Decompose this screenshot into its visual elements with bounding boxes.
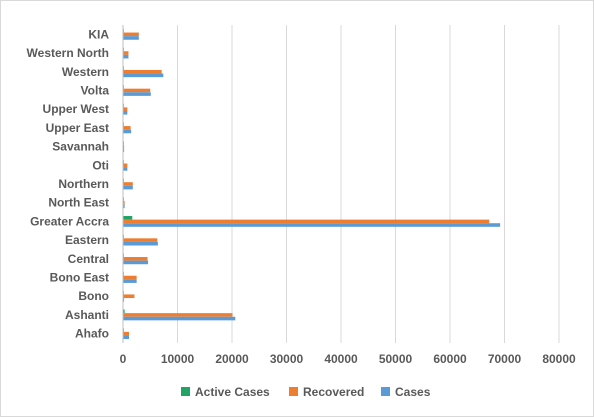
category-label: Bono	[78, 289, 109, 303]
bar-recovered	[123, 313, 233, 317]
category-label: Eastern	[65, 233, 109, 247]
category-label: Upper West	[43, 102, 109, 116]
category-label: Central	[68, 252, 109, 266]
x-tick-label: 80000	[542, 352, 576, 366]
bar-cases	[123, 54, 129, 59]
legend-swatch-cases	[381, 387, 390, 396]
bar-recovered	[123, 275, 137, 280]
category-label: Ahafo	[75, 327, 109, 341]
bar-recovered	[123, 88, 151, 93]
bar-cases	[123, 92, 151, 96]
bar-recovered	[123, 200, 125, 205]
gridlines	[177, 25, 560, 343]
bar-cases	[123, 223, 501, 227]
legend-swatch-recovered	[289, 387, 298, 396]
category-label: Savannah	[52, 140, 109, 154]
bar-recovered	[123, 331, 129, 336]
bar-cases	[123, 129, 132, 134]
legend-entry: Cases	[395, 385, 431, 399]
bar-cases	[123, 148, 125, 152]
category-label: Bono East	[50, 271, 109, 285]
bar-cases	[123, 204, 125, 209]
category-labels: KIA Western North Western Volta Upper West Up…	[27, 27, 110, 340]
x-tick-label: 70000	[488, 352, 522, 366]
bar-recovered	[123, 69, 162, 74]
category-label: North East	[48, 196, 109, 210]
legend-entry: Recovered	[303, 385, 364, 399]
x-tick-label: 60000	[433, 352, 467, 366]
bar-cases	[123, 316, 236, 321]
category-label: Upper East	[46, 121, 109, 135]
bar-recovered	[123, 294, 135, 299]
x-tick-labels: 0 10000 20000 30000 40000 50000 60000 70000 8000…	[120, 352, 576, 366]
bar-cases	[123, 185, 133, 190]
x-tick-label: 10000	[161, 352, 195, 366]
bar-recovered	[123, 219, 490, 224]
x-tick-label: 50000	[379, 352, 413, 366]
legend-entry: Active Cases	[195, 385, 270, 399]
category-label: Western North	[27, 46, 109, 60]
x-tick-label: 0	[120, 352, 127, 366]
category-label: Oti	[92, 158, 109, 172]
bar-active-cases	[123, 309, 125, 314]
bars	[123, 28, 501, 340]
bar-cases	[123, 279, 137, 283]
bar-recovered	[123, 51, 129, 55]
category-label: Greater Accra	[30, 214, 109, 228]
legend-swatch-active-cases	[181, 387, 190, 396]
bar-recovered	[123, 238, 158, 242]
category-label: Volta	[81, 83, 110, 97]
bar-cases	[123, 241, 158, 246]
bar-recovered	[123, 257, 148, 261]
bar-recovered	[123, 163, 128, 168]
category-label: Northern	[58, 177, 109, 191]
x-tick-label: 20000	[215, 352, 249, 366]
bar-recovered	[123, 32, 139, 37]
bar-cases	[123, 73, 164, 78]
bar-recovered	[123, 182, 133, 186]
bar-recovered	[123, 107, 128, 111]
bar-cases	[123, 335, 129, 340]
x-tick-label: 30000	[270, 352, 304, 366]
bar-recovered	[123, 144, 125, 149]
bar-cases	[123, 36, 139, 40]
category-label: KIA	[88, 27, 109, 41]
legend: Active Cases Recovered Cases	[181, 385, 431, 399]
bar-active-cases	[123, 216, 133, 220]
bar-cases	[123, 167, 128, 171]
x-tick-label: 40000	[324, 352, 358, 366]
category-label: Western	[62, 65, 109, 79]
bar-cases	[123, 110, 128, 115]
category-label: Ashanti	[65, 308, 109, 322]
bar-recovered	[123, 126, 131, 130]
bar-cases	[123, 260, 149, 265]
bar-cases	[123, 298, 125, 302]
